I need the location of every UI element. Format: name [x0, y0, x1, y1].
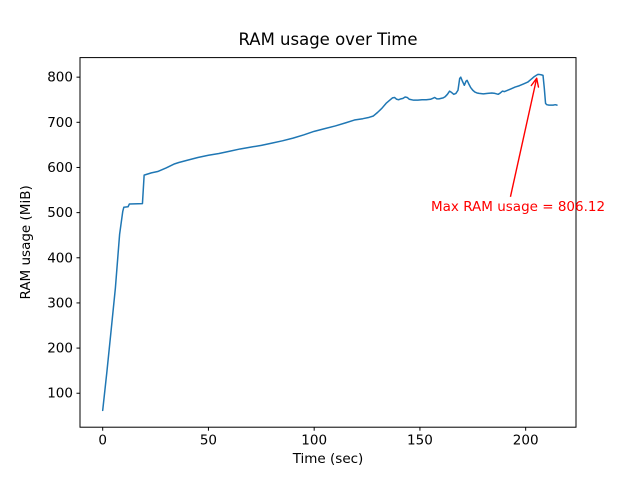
axes-spines [79, 57, 577, 428]
y-tick-label: 400 [47, 250, 73, 266]
plot-area [101, 73, 558, 412]
chart-title: RAM usage over Time [238, 30, 417, 49]
y-tick-label: 600 [47, 160, 73, 176]
x-tick-label: 100 [301, 433, 327, 449]
x-tick-label: 150 [407, 433, 433, 449]
ram-usage-line [101, 73, 558, 412]
max-annotation-arrow-head [535, 77, 540, 88]
y-tick-label: 300 [47, 295, 73, 311]
x-tick-label: 0 [98, 433, 107, 449]
x-axis-label: Time (sec) [292, 451, 364, 467]
y-tick-label: 100 [47, 386, 73, 402]
y-tick-label: 500 [47, 205, 73, 221]
max-annotation-arrow-head [530, 77, 538, 87]
max-annotation: Max RAM usage = 806.12 [431, 77, 605, 215]
axis-ticks: 0 50 100 150 200 100 200 300 400 500 600 700 800 [47, 70, 538, 449]
max-annotation-text: Max RAM usage = 806.12 [431, 199, 605, 215]
plot-border [79, 57, 577, 428]
x-tick-label: 200 [513, 433, 539, 449]
y-tick-label: 700 [47, 115, 73, 131]
y-tick-label: 200 [47, 341, 73, 357]
max-annotation-arrow-shaft [509, 78, 538, 197]
x-tick-label: 50 [200, 433, 217, 449]
y-axis-label: RAM usage (MiB) [18, 185, 34, 299]
y-tick-label: 800 [47, 70, 73, 86]
